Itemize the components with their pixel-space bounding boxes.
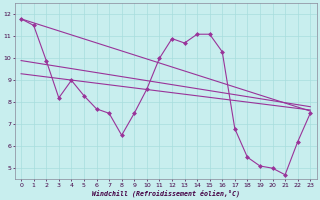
X-axis label: Windchill (Refroidissement éolien,°C): Windchill (Refroidissement éolien,°C): [92, 189, 240, 197]
